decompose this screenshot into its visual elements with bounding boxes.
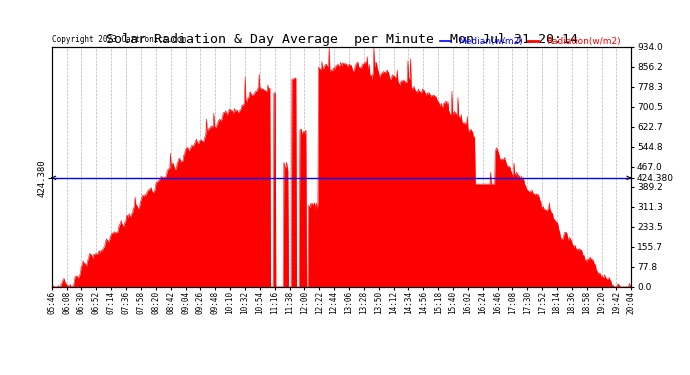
Title: Solar Radiation & Day Average  per Minute  Mon Jul 31 20:14: Solar Radiation & Day Average per Minute… xyxy=(106,33,578,46)
Text: Copyright 2023 Cartronics.com: Copyright 2023 Cartronics.com xyxy=(52,36,186,45)
Legend: Median(w/m2), Radiation(w/m2): Median(w/m2), Radiation(w/m2) xyxy=(437,33,624,50)
